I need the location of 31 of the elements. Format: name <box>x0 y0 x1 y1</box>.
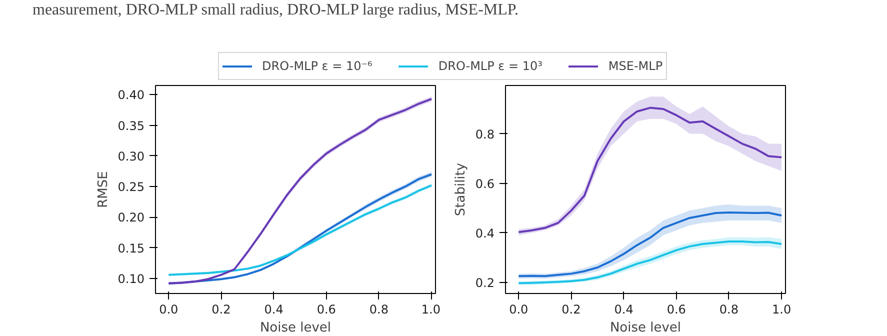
x-tick-label: 0.2 <box>212 302 231 316</box>
x-axis-title: Noise level <box>610 320 682 336</box>
y-tick-label: 0.35 <box>118 118 144 133</box>
x-tick-label: 0.0 <box>159 302 178 316</box>
x-axis-title: Noise level <box>260 320 332 336</box>
y-tick-label: 0.30 <box>118 149 144 164</box>
y-tick-label: 0.10 <box>118 272 144 286</box>
text: measurement, DRO-MLP small radius, DRO-MLP large radius, MSE-MLP. <box>32 2 519 18</box>
y-tick-label: 0.25 <box>118 180 144 194</box>
x-tick-label: 0.0 <box>509 302 528 316</box>
x-tick-label: 1.0 <box>772 302 792 316</box>
y-tick-label: 0.8 <box>475 127 495 142</box>
legend-label: MSE-MLP <box>608 59 663 73</box>
x-tick-label: 0.6 <box>316 302 336 316</box>
legend-label: DRO-MLP ε = 10⁻⁶ <box>262 59 372 73</box>
y-axis-title: RMSE <box>96 171 111 208</box>
legend-label: DRO-MLP ε = 10³ <box>438 59 542 73</box>
y-tick-label: 0.40 <box>118 88 144 102</box>
x-tick-label: 0.2 <box>562 302 581 316</box>
x-tick-label: 1.0 <box>421 302 441 316</box>
y-tick-label: 0.15 <box>118 241 144 256</box>
y-axis-title: Stability <box>453 162 468 216</box>
x-tick-label: 0.6 <box>666 302 686 316</box>
y-tick-label: 0.2 <box>475 276 495 290</box>
y-tick-label: 0.6 <box>475 176 495 191</box>
x-tick-label: 0.8 <box>369 302 389 316</box>
y-tick-label: 0.4 <box>475 226 495 240</box>
y-tick-label: 0.20 <box>118 210 144 225</box>
x-tick-label: 0.8 <box>719 302 739 316</box>
x-tick-label: 0.4 <box>264 302 284 316</box>
x-tick-label: 0.4 <box>614 302 634 316</box>
